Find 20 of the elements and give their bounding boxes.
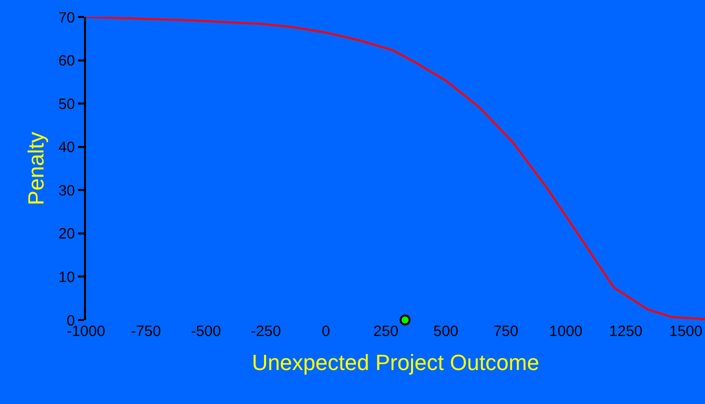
y-tick-label: 10 [58, 268, 75, 286]
x-tick-label: 750 [493, 323, 518, 340]
x-tick-label: 500 [433, 323, 458, 340]
x-tick-label: -250 [250, 323, 281, 340]
line-series [86, 17, 705, 320]
y-tick-label: 70 [58, 9, 75, 26]
y-tick-label: 60 [58, 52, 75, 70]
y-tick-label: 20 [58, 226, 75, 243]
x-tick-label: 1250 [609, 323, 643, 340]
y-tick-label: 50 [58, 96, 75, 113]
y-tick-label: 30 [58, 182, 75, 200]
x-tick-label: -500 [190, 323, 221, 340]
x-tick-label: 250 [373, 323, 398, 340]
x-tick-label: 1000 [549, 323, 583, 340]
x-tick-label: 0 [322, 323, 330, 340]
x-axis-title: Unexpected Project Outcome [252, 350, 540, 375]
x-tick-label: -750 [130, 323, 161, 340]
x-tick-label: 1500 [669, 323, 702, 340]
y-tick-label: 40 [58, 139, 75, 156]
y-axis-title: Penalty [24, 132, 49, 206]
